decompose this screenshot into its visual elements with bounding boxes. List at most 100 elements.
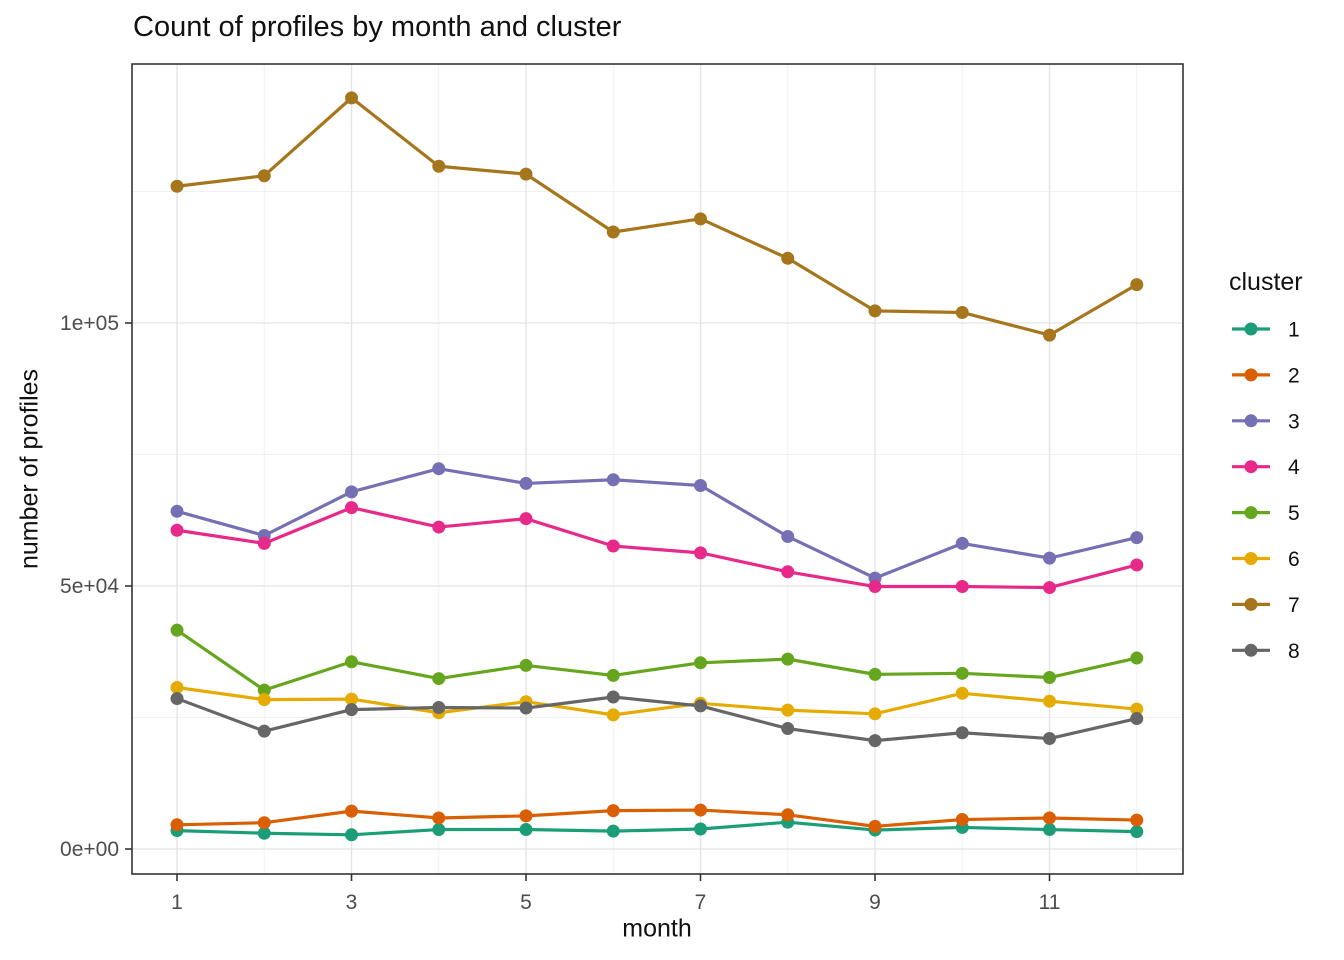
x-tick-label-7: 7	[695, 891, 707, 914]
data-point-cluster2-month8	[781, 808, 795, 822]
y-tick-label-100000: 1e+05	[60, 312, 119, 335]
legend-key-point-4	[1244, 460, 1258, 474]
data-point-cluster5-month3	[345, 655, 359, 669]
data-point-cluster4-month2	[257, 536, 271, 550]
data-point-cluster8-month1	[170, 692, 184, 706]
data-point-cluster3-month10	[955, 536, 969, 550]
data-point-cluster6-month10	[955, 686, 969, 700]
data-point-cluster8-month4	[432, 701, 446, 715]
data-point-cluster1-month7	[694, 822, 708, 836]
data-point-cluster1-month12	[1130, 825, 1144, 839]
chart-title: Count of profiles by month and cluster	[133, 11, 622, 43]
data-point-cluster6-month12	[1130, 702, 1144, 716]
data-point-cluster7-month3	[345, 91, 359, 105]
data-point-cluster5-month6	[606, 668, 620, 682]
y-axis-title: number of profiles	[15, 368, 44, 570]
series-line-6	[175, 685, 1139, 717]
data-point-cluster5-month8	[781, 652, 795, 666]
data-point-cluster7-month2	[257, 169, 271, 183]
data-point-cluster8-month10	[955, 726, 969, 740]
data-point-cluster3-month5	[519, 476, 533, 490]
data-point-cluster6-month1	[170, 681, 184, 695]
data-point-cluster6-month2	[257, 693, 271, 707]
series-line-8	[175, 695, 1139, 743]
legend-key-point-3	[1244, 414, 1258, 428]
data-point-cluster2-month6	[606, 804, 620, 818]
data-point-cluster7-month5	[519, 167, 533, 181]
data-point-cluster3-month11	[1043, 551, 1057, 565]
data-point-cluster2-month3	[345, 804, 359, 818]
data-point-cluster8-month9	[868, 734, 882, 748]
data-point-cluster6-month11	[1043, 694, 1057, 708]
data-point-cluster2-month11	[1043, 811, 1057, 825]
legend-label-6: 6	[1288, 548, 1300, 571]
data-point-cluster2-month1	[170, 818, 184, 832]
legend-title: cluster	[1229, 268, 1303, 296]
legend-label-2: 2	[1288, 364, 1300, 387]
data-point-cluster2-month5	[519, 809, 533, 823]
data-point-cluster7-month11	[1043, 328, 1057, 342]
data-point-cluster3-month7	[694, 479, 708, 493]
data-point-cluster5-month4	[432, 672, 446, 686]
data-point-cluster8-month12	[1130, 712, 1144, 726]
x-tick-label-5: 5	[520, 891, 532, 914]
y-tick-label-0: 0e+00	[60, 838, 119, 861]
data-point-cluster3-month3	[345, 485, 359, 499]
series-line-5	[175, 628, 1139, 692]
x-tick-label-3: 3	[346, 891, 358, 914]
legend-label-7: 7	[1288, 594, 1300, 617]
data-point-cluster5-month11	[1043, 671, 1057, 685]
series-line-1	[175, 820, 1139, 837]
data-point-cluster1-month3	[345, 828, 359, 842]
data-point-cluster7-month6	[606, 225, 620, 239]
data-point-cluster4-month5	[519, 512, 533, 526]
data-point-cluster4-month11	[1043, 581, 1057, 595]
legend-key-point-8	[1244, 643, 1258, 657]
legend-label-5: 5	[1288, 502, 1300, 525]
data-point-cluster1-month6	[606, 824, 620, 838]
legend-label-8: 8	[1288, 640, 1300, 663]
legend-key-point-1	[1244, 322, 1258, 336]
data-point-cluster1-month2	[257, 826, 271, 840]
legend-key-point-7	[1244, 597, 1258, 611]
panel-border	[131, 63, 1184, 875]
data-point-cluster1-month4	[432, 823, 446, 837]
data-point-cluster2-month7	[694, 803, 708, 817]
data-point-cluster8-month5	[519, 701, 533, 715]
legend-key-point-5	[1244, 506, 1258, 520]
data-point-cluster5-month7	[694, 656, 708, 670]
data-point-cluster4-month3	[345, 501, 359, 515]
data-point-cluster4-month7	[694, 546, 708, 560]
data-point-cluster3-month8	[781, 530, 795, 544]
data-point-cluster2-month12	[1130, 813, 1144, 827]
data-point-cluster7-month10	[955, 305, 969, 319]
data-point-cluster1-month5	[519, 823, 533, 837]
data-point-cluster6-month6	[606, 708, 620, 722]
data-point-cluster4-month9	[868, 580, 882, 594]
series-line-7	[175, 96, 1139, 337]
series-line-4	[175, 506, 1139, 590]
data-point-cluster4-month12	[1130, 558, 1144, 572]
data-point-cluster8-month7	[694, 699, 708, 713]
data-point-cluster5-month9	[868, 667, 882, 681]
data-point-cluster5-month12	[1130, 651, 1144, 665]
series-line-3	[175, 467, 1139, 580]
series-line-2	[175, 808, 1139, 828]
data-point-cluster4-month6	[606, 539, 620, 553]
data-point-cluster8-month3	[345, 703, 359, 717]
data-point-cluster4-month4	[432, 520, 446, 534]
data-point-cluster5-month10	[955, 666, 969, 680]
data-point-cluster7-month8	[781, 251, 795, 265]
data-point-cluster3-month6	[606, 473, 620, 487]
data-point-cluster7-month4	[432, 159, 446, 173]
data-point-cluster7-month1	[170, 179, 184, 193]
data-point-cluster1-month11	[1043, 823, 1057, 837]
data-point-cluster5-month1	[170, 623, 184, 637]
x-tick-label-11: 11	[1039, 891, 1061, 914]
data-point-cluster6-month8	[781, 703, 795, 717]
x-tick-label-1: 1	[171, 891, 183, 914]
legend-key-point-6	[1244, 552, 1258, 565]
data-point-cluster3-month12	[1130, 531, 1144, 545]
x-tick-label-9: 9	[869, 891, 881, 914]
